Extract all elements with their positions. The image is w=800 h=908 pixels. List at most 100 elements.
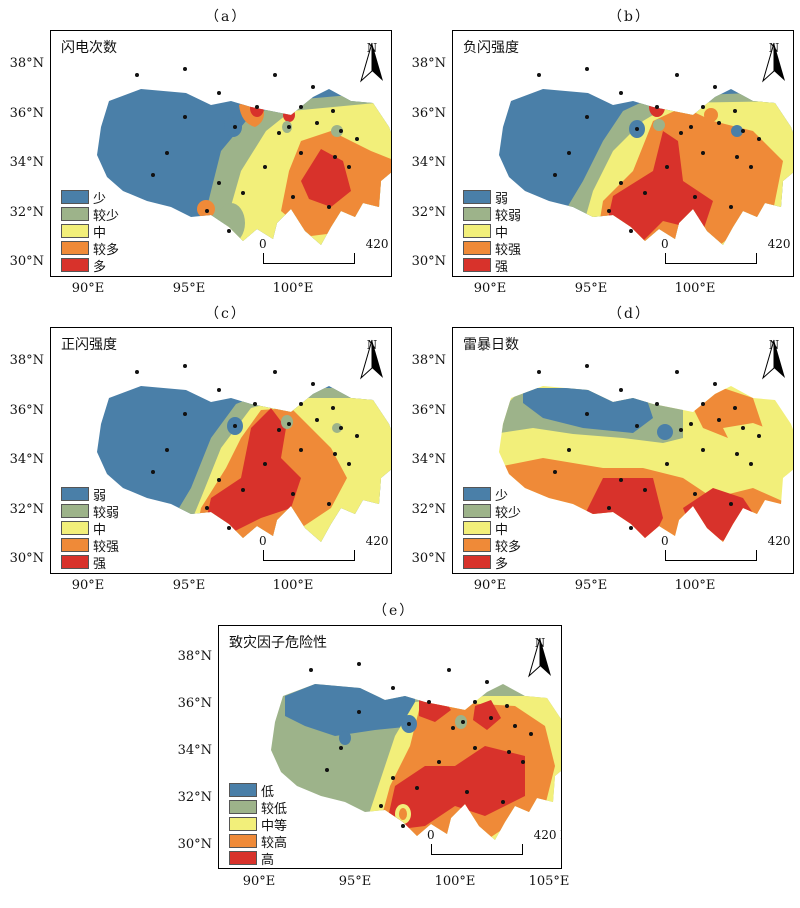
- north-arrow-b: N: [759, 41, 789, 83]
- map-c: [97, 364, 391, 542]
- map-d: [499, 364, 793, 542]
- map-title-b: 负闪强度: [463, 40, 519, 56]
- map-frame-c: 正闪强度 N 0 420 km 弱 较弱 中 较强 强: [50, 327, 392, 574]
- legend-c: 弱 较弱 中 较强 强: [61, 486, 119, 572]
- legend-e: 低 较低 中等 较高 高: [229, 782, 287, 868]
- lon-tick-b-90: 90°E: [473, 281, 507, 296]
- lat-tick-c-32: 32°N: [9, 502, 44, 517]
- legend-item: 高: [229, 850, 287, 868]
- lon-tick-b-95: 95°E: [574, 281, 608, 296]
- lat-tick-e-32: 32°N: [177, 790, 212, 805]
- lat-tick-d-36: 36°N: [411, 403, 446, 418]
- north-arrow-c: N: [357, 338, 387, 380]
- scale-zero: 0: [661, 534, 669, 548]
- lat-tick-a-34: 34°N: [9, 155, 44, 170]
- legend-item: 中: [463, 520, 521, 538]
- legend-item: 较多: [61, 240, 119, 258]
- lon-tick-b-100: 100°E: [674, 281, 716, 296]
- lon-tick-e-105: 105°E: [528, 874, 570, 889]
- scale-bar-d: 0 420 km: [661, 534, 793, 573]
- lat-tick-a-32: 32°N: [9, 205, 44, 220]
- legend-d: 少 较少 中 较多 多: [463, 486, 521, 572]
- legend-a: 少 较少 中 较多 多: [61, 189, 119, 275]
- north-arrow-icon: [762, 339, 785, 380]
- lat-tick-e-34: 34°N: [177, 743, 212, 758]
- legend-b: 弱 较弱 中 较强 强: [463, 189, 521, 275]
- scale-max: 420 km: [365, 237, 391, 251]
- lat-tick-a-30: 30°N: [9, 254, 44, 269]
- lat-tick-b-38: 38°N: [411, 56, 446, 71]
- scale-max: 420 km: [767, 237, 793, 251]
- lon-tick-c-90: 90°E: [71, 578, 105, 593]
- scale-bar-e: 0 420 km: [427, 828, 561, 868]
- map-frame-d: 雷暴日数 N 0 420 km 少 较少 中 较多 多: [452, 327, 794, 574]
- lat-tick-c-38: 38°N: [9, 353, 44, 368]
- scale-zero: 0: [427, 828, 435, 842]
- lat-tick-b-34: 34°N: [411, 155, 446, 170]
- legend-item: 强: [463, 257, 521, 275]
- legend-item: 强: [61, 554, 119, 572]
- north-arrow-icon: [360, 42, 383, 83]
- scale-max: 420 km: [767, 534, 793, 548]
- legend-item: 多: [61, 257, 119, 275]
- legend-item: 多: [463, 554, 521, 572]
- north-arrow-icon: [360, 339, 383, 380]
- lon-tick-a-90: 90°E: [71, 281, 105, 296]
- north-arrow-icon: [762, 42, 785, 83]
- map-title-a: 闪电次数: [61, 40, 117, 56]
- lat-tick-e-30: 30°N: [177, 837, 212, 852]
- scale-max: 420 km: [533, 828, 561, 842]
- scale-bar-a: 0 420 km: [259, 237, 391, 276]
- panel-b-label: （b）: [608, 9, 651, 25]
- north-arrow-e: N: [525, 636, 555, 678]
- legend-item: 弱: [463, 189, 521, 207]
- scale-zero: 0: [661, 237, 669, 251]
- north-arrow-icon: [528, 637, 551, 678]
- lon-tick-a-100: 100°E: [272, 281, 314, 296]
- lat-tick-e-36: 36°N: [177, 696, 212, 711]
- lat-tick-c-36: 36°N: [9, 403, 44, 418]
- map-frame-e: 致灾因子危险性 N 0 420 km 低 较低 中等 较高 高: [218, 625, 562, 869]
- panel-a-label: （a）: [205, 9, 248, 25]
- lon-tick-d-100: 100°E: [674, 578, 716, 593]
- scale-max: 420 km: [365, 534, 391, 548]
- lat-tick-b-30: 30°N: [411, 254, 446, 269]
- scale-zero: 0: [259, 534, 267, 548]
- map-e: [271, 662, 561, 840]
- map-title-e: 致灾因子危险性: [229, 635, 327, 651]
- lon-tick-c-100: 100°E: [272, 578, 314, 593]
- scale-bar-b: 0 420 km: [661, 237, 793, 276]
- lat-tick-c-30: 30°N: [9, 551, 44, 566]
- legend-item: 较强: [61, 537, 119, 555]
- panel-e-label: （e）: [373, 603, 416, 619]
- legend-item: 少: [61, 189, 119, 207]
- panel-d-label: （d）: [608, 306, 651, 322]
- map-frame-a: 闪电次数 N 0 420 km 少 较少 中 较多 多: [50, 30, 392, 277]
- lat-tick-e-38: 38°N: [177, 649, 212, 664]
- scale-zero: 0: [259, 237, 267, 251]
- north-arrow-a: N: [357, 41, 387, 83]
- lat-tick-d-32: 32°N: [411, 502, 446, 517]
- legend-item: 较弱: [463, 206, 521, 224]
- legend-item: 较少: [463, 503, 521, 521]
- scale-bar-c: 0 420 km: [259, 534, 391, 573]
- legend-item: 较强: [463, 240, 521, 258]
- legend-item: 较弱: [61, 503, 119, 521]
- lon-tick-e-100: 100°E: [434, 874, 476, 889]
- map-title-c: 正闪强度: [61, 337, 117, 353]
- legend-item: 低: [229, 782, 287, 800]
- lat-tick-c-34: 34°N: [9, 452, 44, 467]
- lon-tick-d-95: 95°E: [574, 578, 608, 593]
- lon-tick-e-95: 95°E: [338, 874, 372, 889]
- lat-tick-d-30: 30°N: [411, 551, 446, 566]
- lat-tick-b-32: 32°N: [411, 205, 446, 220]
- map-a: [97, 67, 391, 245]
- map-title-d: 雷暴日数: [463, 337, 519, 353]
- legend-item: 较多: [463, 537, 521, 555]
- map-frame-b: 负闪强度 N 0 420 km 弱 较弱 中 较强 强: [452, 30, 794, 277]
- north-arrow-d: N: [759, 338, 789, 380]
- lon-tick-a-95: 95°E: [172, 281, 206, 296]
- lat-tick-d-34: 34°N: [411, 452, 446, 467]
- lat-tick-d-38: 38°N: [411, 353, 446, 368]
- lat-tick-b-36: 36°N: [411, 106, 446, 121]
